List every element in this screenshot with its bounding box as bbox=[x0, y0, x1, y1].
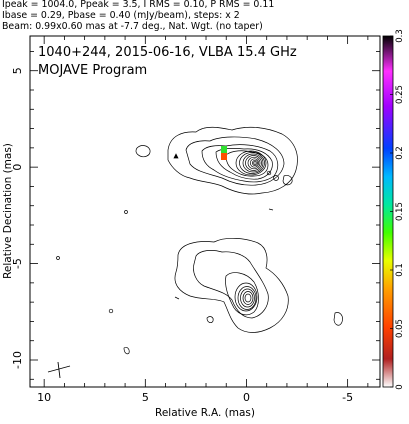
header-line-3: Beam: 0.99x0.60 mas at -7.7 deg., Nat. W… bbox=[2, 21, 263, 32]
core-islands bbox=[266, 170, 272, 176]
south-islands bbox=[124, 210, 128, 214]
core-islands bbox=[268, 208, 274, 211]
colorbar-tick-label: 0.05 bbox=[395, 319, 405, 338]
colorbar-tick-label: 0.25 bbox=[395, 85, 405, 104]
map-title: 1040+244, 2015-06-16, VLBA 15.4 GHz bbox=[38, 45, 297, 60]
y-tick-label: 5 bbox=[11, 67, 24, 74]
core-contour bbox=[185, 136, 285, 186]
south-contour bbox=[240, 288, 255, 308]
south-contour bbox=[242, 291, 254, 305]
x-tick-label: 10 bbox=[37, 391, 51, 404]
y-tick-label: 0 bbox=[11, 164, 24, 171]
south-contour bbox=[234, 282, 258, 312]
axis-tick-labels: 10 5 0 -5 5 0 -5 -10 bbox=[11, 67, 353, 404]
header-line-2: Ibase = 0.29, Pbase = 0.40 (mJy/beam), s… bbox=[2, 10, 240, 21]
x-tick-label: 0 bbox=[243, 391, 250, 404]
core-contour bbox=[239, 152, 265, 174]
plot-frame bbox=[29, 35, 381, 388]
y-tick-label: -10 bbox=[11, 351, 24, 369]
south-islands bbox=[56, 256, 60, 260]
polarization-patch-orange bbox=[221, 153, 227, 160]
x-tick-label: -5 bbox=[342, 391, 353, 404]
core-outer-contour bbox=[167, 126, 298, 195]
colorbar-tick-label: 0.15 bbox=[395, 202, 405, 221]
core-islands bbox=[273, 175, 279, 181]
core-islands bbox=[173, 153, 179, 159]
y-axis-title: Relative Decination (mas) bbox=[2, 143, 14, 279]
y-tick-label: -5 bbox=[11, 258, 24, 269]
core-contour bbox=[247, 156, 261, 170]
core-islands bbox=[135, 145, 151, 158]
colorbar-tick-label: 0.1 bbox=[395, 263, 405, 277]
colorbar-tick-label: 0 bbox=[395, 384, 405, 389]
core-contour bbox=[235, 150, 267, 176]
colorbar-tick-label: 0.2 bbox=[395, 146, 405, 160]
core-contour bbox=[253, 161, 257, 165]
contour-layer bbox=[47, 126, 343, 379]
core-contour bbox=[225, 150, 269, 177]
south-islands bbox=[206, 316, 214, 324]
south-islands bbox=[333, 312, 343, 326]
south-contour bbox=[193, 250, 269, 319]
header-line-1: Ipeak = 1004.0, Ppeak = 3.5, I RMS = 0.1… bbox=[2, 0, 275, 10]
core-islands bbox=[282, 175, 293, 186]
south-outer-contour bbox=[174, 238, 289, 333]
map-subtitle: MOJAVE Program bbox=[38, 63, 147, 78]
x-tick-label: 5 bbox=[142, 391, 149, 404]
polarization-patch-green bbox=[221, 146, 227, 153]
south-islands bbox=[123, 347, 130, 355]
south-islands bbox=[174, 296, 180, 300]
axis-ticks bbox=[30, 36, 380, 387]
south-islands bbox=[108, 308, 114, 314]
core-contour bbox=[249, 158, 260, 168]
x-axis-title: Relative R.A. (mas) bbox=[155, 407, 255, 419]
core-contour bbox=[215, 148, 273, 180]
south-contour bbox=[225, 272, 259, 316]
colorbar-ticks: 0 0.05 0.1 0.15 0.2 0.25 0.3 bbox=[390, 29, 405, 390]
core-contour bbox=[252, 159, 258, 167]
beam-cross bbox=[47, 361, 71, 379]
south-contour bbox=[237, 286, 257, 310]
south-contour bbox=[244, 293, 252, 303]
core-contour bbox=[245, 155, 262, 171]
core-contour bbox=[242, 153, 264, 173]
colorbar-tick-label: 0.3 bbox=[395, 29, 405, 43]
